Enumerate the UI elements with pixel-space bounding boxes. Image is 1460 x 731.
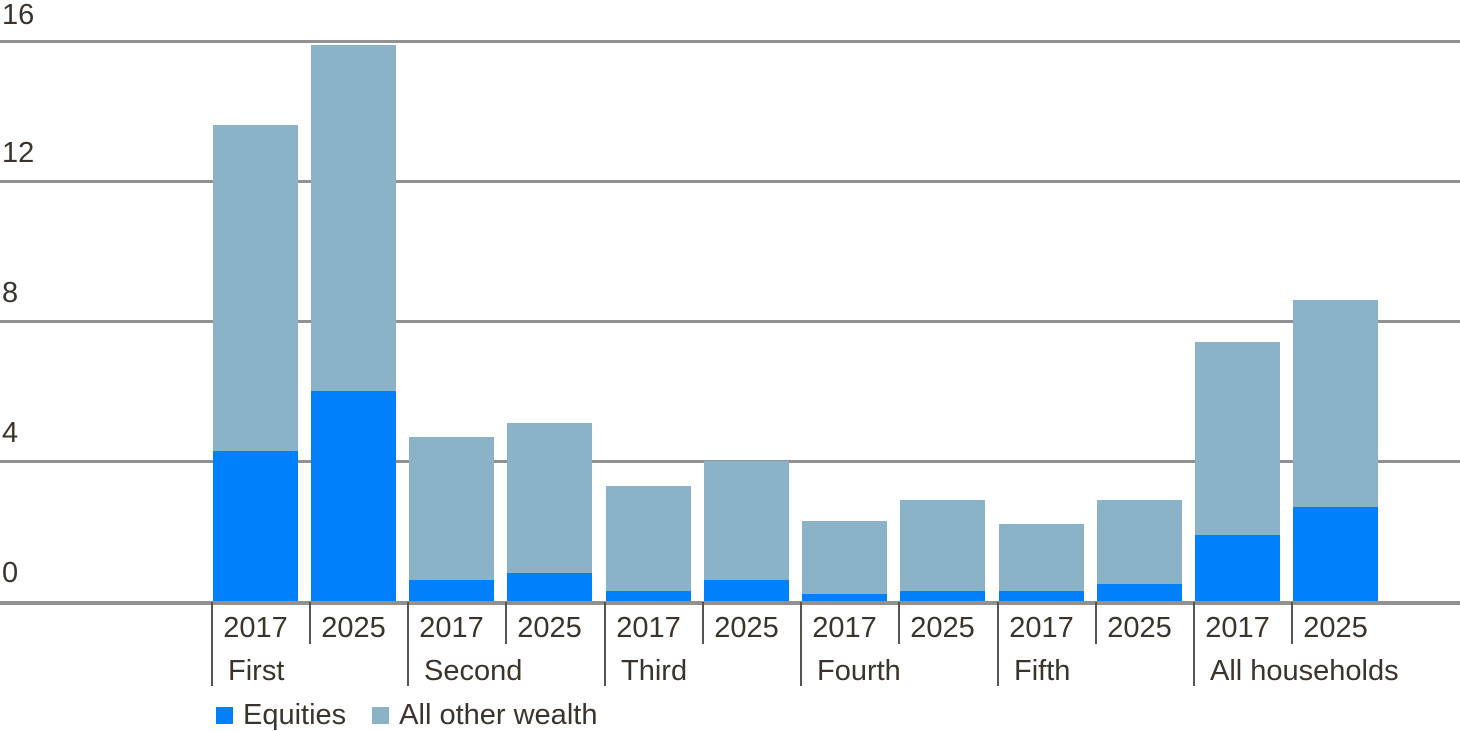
bar-fourth-2025 <box>900 499 985 601</box>
y-axis-tick-label: 8 <box>2 277 19 309</box>
bar-segment-equities <box>507 573 592 601</box>
x-axis-group-label: Fifth <box>1014 655 1071 687</box>
bar-segment-equities <box>900 590 985 601</box>
legend-label: Equities <box>243 699 347 731</box>
year-separator <box>898 602 900 644</box>
x-axis-year-label: 2017 <box>1205 612 1270 644</box>
x-axis-year-label: 2017 <box>616 612 681 644</box>
legend-item: Equities <box>216 699 346 731</box>
gridline <box>0 40 1460 43</box>
x-axis-year-label: 2025 <box>1303 612 1368 644</box>
legend-color-chip <box>372 707 390 724</box>
bar-segment-equities <box>704 580 789 601</box>
year-separator <box>702 602 704 644</box>
bar-segment-equities <box>409 580 494 601</box>
x-axis-year-label: 2025 <box>1107 612 1172 644</box>
bar-segment-equities <box>1195 534 1280 601</box>
bar-first-2017 <box>213 125 298 601</box>
x-axis-year-label: 2025 <box>517 612 582 644</box>
gridline <box>0 180 1460 183</box>
bar-second-2017 <box>409 436 494 601</box>
year-separator <box>309 602 311 644</box>
bar-all-households-2025 <box>1293 300 1378 601</box>
group-separator <box>211 602 213 686</box>
legend-item: All other wealth <box>372 699 597 731</box>
bar-segment-equities <box>999 590 1084 601</box>
y-axis-tick-label: 12 <box>2 137 35 169</box>
y-axis-tick-label: 0 <box>2 557 19 589</box>
year-separator <box>1095 602 1097 644</box>
bar-segment-equities <box>606 590 691 601</box>
bar-segment-equities <box>1293 506 1378 601</box>
x-axis-group-label: Second <box>424 655 523 687</box>
x-axis-year-label: 2017 <box>812 612 877 644</box>
y-axis-tick-label: 4 <box>2 417 19 449</box>
group-separator <box>407 602 409 686</box>
bar-second-2025 <box>507 422 592 601</box>
legend-color-chip <box>216 707 233 724</box>
year-separator <box>1291 602 1293 644</box>
bar-segment-equities <box>802 594 887 601</box>
x-axis-group-label: Fourth <box>817 655 901 687</box>
bar-third-2017 <box>606 485 691 601</box>
bar-segment-equities <box>311 391 396 601</box>
y-axis-tick-label: 16 <box>2 0 35 31</box>
bar-segment-equities <box>213 450 298 601</box>
bar-fifth-2025 <box>1097 499 1182 601</box>
x-axis-year-label: 2025 <box>714 612 779 644</box>
x-axis-group-label: First <box>228 655 285 687</box>
bar-third-2025 <box>704 461 789 601</box>
bar-fourth-2017 <box>802 520 887 601</box>
x-axis-year-label: 2017 <box>223 612 288 644</box>
x-axis-year-label: 2025 <box>321 612 386 644</box>
gridline <box>0 320 1460 323</box>
bar-fifth-2017 <box>999 524 1084 601</box>
group-separator <box>604 602 606 686</box>
legend: Equities All other wealth <box>216 699 597 731</box>
group-separator <box>1193 602 1195 686</box>
year-separator <box>505 602 507 644</box>
bar-all-households-2017 <box>1195 342 1280 601</box>
legend-label: All other wealth <box>399 699 598 731</box>
x-axis-year-label: 2017 <box>1009 612 1074 644</box>
bar-segment-equities <box>1097 583 1182 601</box>
x-axis-year-label: 2017 <box>419 612 484 644</box>
bar-first-2025 <box>311 44 396 601</box>
group-separator <box>800 602 802 686</box>
x-axis-year-label: 2025 <box>910 612 975 644</box>
group-separator <box>997 602 999 686</box>
x-axis-group-label: Third <box>621 655 688 687</box>
x-axis-group-label: All households <box>1210 655 1399 687</box>
x-axis-baseline <box>0 601 1460 605</box>
